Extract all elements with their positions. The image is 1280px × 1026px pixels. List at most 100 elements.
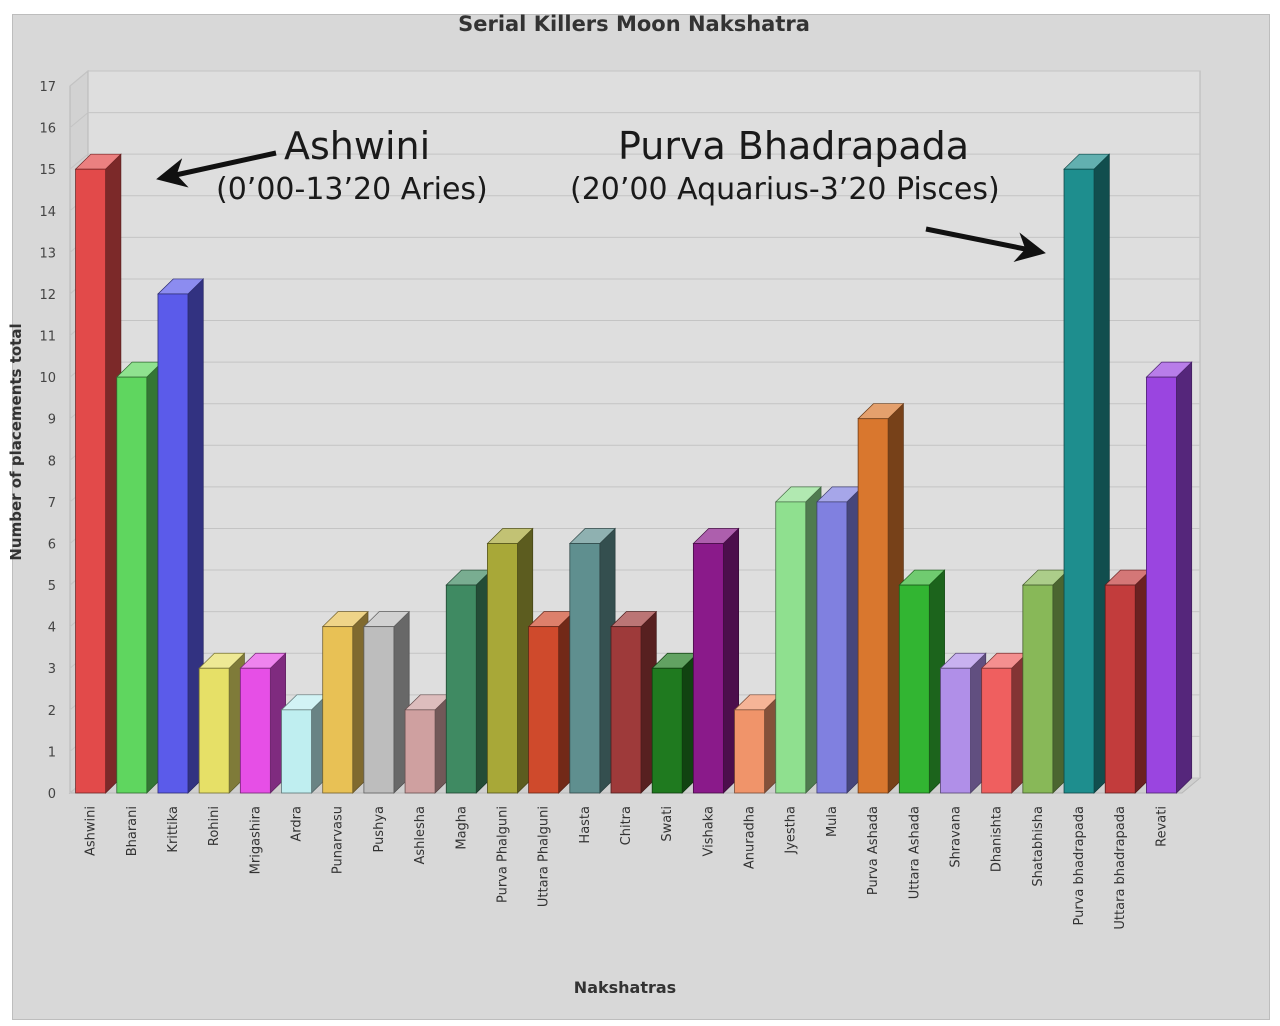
bar-front-face xyxy=(281,709,312,794)
x-tick-label: Purva Ashada xyxy=(866,806,881,895)
y-tick-label: 6 xyxy=(48,537,56,552)
bar-front-face xyxy=(198,667,230,794)
bar-front-face xyxy=(1146,376,1177,794)
x-tick-label: Swati xyxy=(660,806,675,842)
bar xyxy=(651,652,699,794)
x-tick-label: Shravana xyxy=(948,806,963,868)
y-tick-label: 9 xyxy=(48,413,56,428)
bar xyxy=(1063,153,1111,794)
bar xyxy=(610,610,658,794)
y-axis-label: Number of placements total xyxy=(7,323,25,561)
y-tick-label: 13 xyxy=(39,246,56,261)
bar xyxy=(445,569,493,794)
bar xyxy=(1145,361,1193,794)
bar-front-face xyxy=(322,626,354,794)
y-tick-label: 2 xyxy=(48,704,56,719)
gridline-side xyxy=(69,112,89,128)
bar-front-face xyxy=(734,709,765,794)
x-tick-label: Ashwini xyxy=(84,806,99,856)
x-tick-label: Uttara Ashada xyxy=(907,806,922,899)
bar xyxy=(980,652,1028,794)
x-tick-label: Jyestha xyxy=(784,806,799,855)
x-tick-label: Punarvasu xyxy=(331,806,346,874)
bar xyxy=(898,569,946,794)
bar-front-face xyxy=(692,543,724,794)
bar-front-face xyxy=(898,584,930,794)
bar-front-face xyxy=(857,418,889,794)
y-tick-label: 3 xyxy=(48,662,56,677)
bar-front-face xyxy=(1104,584,1136,794)
chart-title: Serial Killers Moon Nakshatra xyxy=(458,12,810,36)
x-tick-label: Bharani xyxy=(125,806,140,856)
gridline-side xyxy=(69,153,89,170)
bar xyxy=(404,693,452,794)
bar-front-face xyxy=(651,667,683,794)
annotation-purva-bhadrapada-subtitle: (20’00 Aquarius-3’20 Pisces) xyxy=(570,172,1000,207)
annotation-purva-bhadrapada-title: Purva Bhadrapada xyxy=(618,124,970,168)
bar-front-face xyxy=(116,376,148,794)
x-tick-label: Krittika xyxy=(166,806,181,853)
bar xyxy=(1104,569,1152,794)
bar-front-face xyxy=(610,626,642,794)
annotation-ashwini-subtitle: (0’00-13’20 Aries) xyxy=(216,172,488,207)
x-tick-label: Hasta xyxy=(578,806,593,844)
bar xyxy=(857,402,905,794)
x-tick-label: Rohini xyxy=(207,806,222,846)
y-tick-label: 17 xyxy=(39,80,56,95)
bar xyxy=(115,361,163,794)
bar-front-face xyxy=(981,667,1013,794)
bar xyxy=(321,610,369,794)
y-tick-label: 14 xyxy=(39,205,56,220)
bar-front-face xyxy=(528,626,560,794)
bar-front-face xyxy=(363,626,395,794)
y-tick-label: 12 xyxy=(39,288,56,303)
y-tick-label: 1 xyxy=(48,745,56,760)
bar xyxy=(733,693,781,794)
x-tick-label: Uttara Phalguni xyxy=(537,806,552,907)
bar xyxy=(774,486,822,794)
gridline-side xyxy=(69,70,89,87)
bar xyxy=(198,652,246,794)
bar xyxy=(527,610,575,794)
x-tick-label: Magha xyxy=(454,806,469,850)
bar-front-face xyxy=(1063,168,1095,794)
bar-front-face xyxy=(816,501,848,794)
y-tick-label: 15 xyxy=(39,163,56,178)
x-tick-label: Ashlesha xyxy=(413,806,428,865)
bar-front-face xyxy=(487,543,518,794)
annotation-ashwini-title: Ashwini xyxy=(284,124,431,168)
x-tick-label: Mula xyxy=(825,806,840,837)
y-tick-label: 4 xyxy=(48,621,56,636)
bar xyxy=(816,486,864,794)
y-tick-label: 10 xyxy=(39,371,56,386)
bar-front-face xyxy=(569,543,601,794)
y-tick-label: 11 xyxy=(39,330,56,345)
y-tick-label: 7 xyxy=(48,496,56,511)
bar xyxy=(486,527,534,794)
bar-front-face xyxy=(157,293,189,794)
bar xyxy=(157,278,205,794)
x-tick-label: Purva bhadrapada xyxy=(1072,806,1087,925)
bar xyxy=(1021,569,1070,794)
x-tick-label: Dhanishta xyxy=(990,806,1005,872)
annotation-arrow-ashwini xyxy=(156,150,277,188)
bar xyxy=(363,610,411,794)
bar-front-face xyxy=(239,667,271,794)
bar-front-face xyxy=(940,667,971,794)
bar xyxy=(74,153,122,794)
y-tick-label: 5 xyxy=(48,579,56,594)
x-tick-label: Uttara bhadrapada xyxy=(1113,806,1128,930)
annotation-arrow-purva-bhadrapada xyxy=(925,226,1046,262)
bar-front-face xyxy=(445,584,477,794)
bar xyxy=(692,527,740,794)
bar xyxy=(568,527,616,794)
bar-front-face xyxy=(75,168,106,794)
x-tick-label: Ardra xyxy=(290,806,305,842)
y-tick-label: 0 xyxy=(48,787,56,802)
x-tick-label: Vishaka xyxy=(701,806,716,856)
bar xyxy=(239,652,287,794)
x-tick-label: Revati xyxy=(1154,806,1169,847)
x-tick-label: Shatabhisha xyxy=(1031,806,1046,887)
y-tick-label: 16 xyxy=(39,122,56,137)
